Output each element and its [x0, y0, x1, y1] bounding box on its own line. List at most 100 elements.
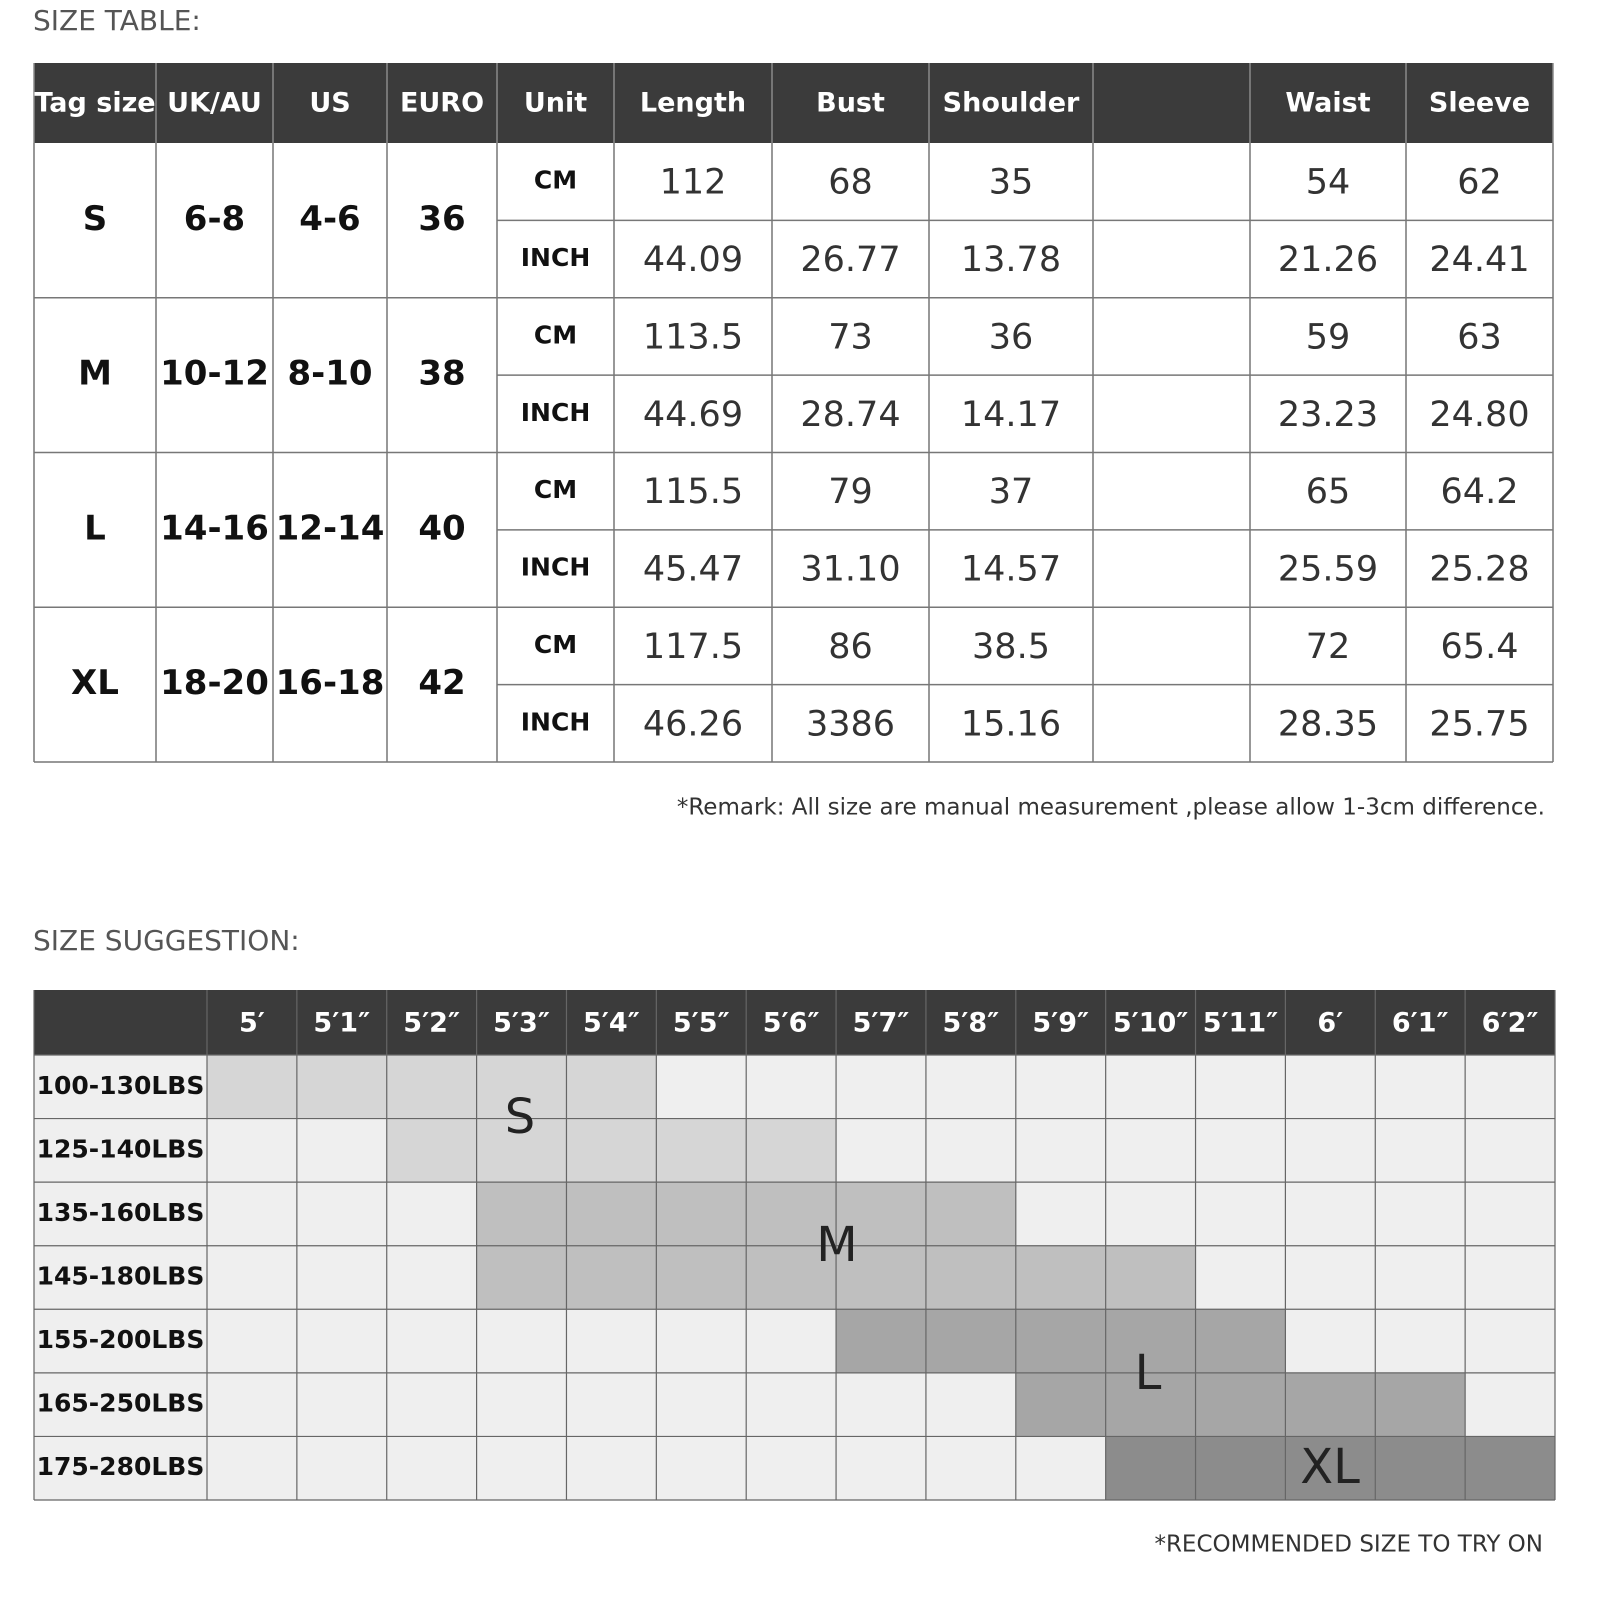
height-header: 5′8″: [942, 1008, 999, 1039]
measure-cell: 68: [828, 163, 873, 203]
size-zone: [1105, 1436, 1555, 1500]
header-cell: Tag size: [34, 88, 155, 119]
height-header: 5′7″: [853, 1008, 910, 1039]
measure-cell: 24.80: [1429, 395, 1529, 435]
measure-cell: 25.28: [1429, 550, 1529, 590]
measure-cell: 15.16: [961, 704, 1061, 744]
header-cell: EURO: [400, 88, 484, 119]
height-header: 5′5″: [673, 1008, 730, 1039]
euro-cell: 36: [418, 199, 465, 239]
weight-label: 165-250LBS: [37, 1389, 205, 1418]
table-header-bg: [34, 63, 1553, 143]
measure-cell: 46.26: [643, 704, 743, 744]
size-cell: L: [84, 508, 106, 548]
size-zone: [386, 1118, 837, 1183]
measure-cell: 3386: [806, 704, 895, 744]
euro-cell: 40: [418, 508, 465, 548]
measure-cell: 25.59: [1278, 550, 1378, 590]
weight-label: 155-200LBS: [37, 1325, 205, 1354]
uk-au-cell: 18-20: [160, 663, 269, 703]
us-cell: 12-14: [276, 508, 385, 548]
unit-cell: INCH: [521, 398, 591, 427]
remark: *Remark: All size are manual measurement…: [677, 795, 1545, 821]
size-cell: XL: [71, 663, 119, 703]
measure-cell: 86: [828, 627, 873, 667]
us-cell: 8-10: [287, 354, 372, 394]
measure-cell: 117.5: [643, 627, 743, 667]
height-header: 6′1″: [1392, 1008, 1449, 1039]
header-cell: UK/AU: [167, 88, 262, 119]
measure-cell: 37: [989, 472, 1034, 512]
measure-cell: 112: [660, 163, 727, 203]
us-cell: 4-6: [299, 199, 360, 239]
weight-label: 175-280LBS: [37, 1452, 205, 1481]
measure-cell: 14.57: [961, 550, 1061, 590]
euro-cell: 38: [418, 354, 465, 394]
unit-cell: INCH: [521, 243, 591, 272]
recommend-note: *RECOMMENDED SIZE TO TRY ON: [1154, 1532, 1543, 1558]
measure-cell: 62: [1457, 163, 1502, 203]
uk-au-cell: 10-12: [160, 354, 269, 394]
size-zone-label: XL: [1300, 1439, 1360, 1495]
size-cell: M: [78, 354, 112, 394]
measure-cell: 23.23: [1278, 395, 1378, 435]
measure-cell: 14.17: [961, 395, 1061, 435]
unit-cell: CM: [534, 475, 577, 504]
measure-cell: 24.41: [1429, 240, 1529, 280]
uk-au-cell: 6-8: [184, 199, 245, 239]
measure-cell: 36: [989, 317, 1034, 357]
measure-cell: 73: [828, 317, 873, 357]
weight-label: 135-160LBS: [37, 1198, 205, 1227]
size-zone: [1015, 1372, 1466, 1437]
height-header: 6′2″: [1482, 1008, 1539, 1039]
unit-cell: CM: [534, 166, 577, 195]
unit-cell: INCH: [521, 707, 591, 736]
measure-cell: 45.47: [643, 550, 743, 590]
size-zone: [207, 1055, 657, 1119]
weight-label: 125-140LBS: [37, 1134, 205, 1163]
header-cell: Sleeve: [1429, 88, 1530, 119]
unit-cell: CM: [534, 630, 577, 659]
height-header: 5′1″: [313, 1008, 370, 1039]
measure-cell: 79: [828, 472, 873, 512]
weight-label: 145-180LBS: [37, 1262, 205, 1291]
measure-cell: 35: [989, 163, 1034, 203]
euro-cell: 42: [418, 663, 465, 703]
header-cell: Bust: [816, 88, 885, 119]
measure-cell: 72: [1306, 627, 1351, 667]
height-header: 5′3″: [493, 1008, 550, 1039]
us-cell: 16-18: [276, 663, 385, 703]
height-header: 5′10″: [1113, 1008, 1189, 1039]
measure-cell: 59: [1306, 317, 1351, 357]
size-table-title: SIZE TABLE:: [33, 4, 201, 37]
header-cell: Unit: [524, 88, 587, 119]
header-cell: Length: [640, 88, 746, 119]
size-zone-label: S: [505, 1089, 535, 1145]
measure-cell: 21.26: [1278, 240, 1378, 280]
size-cell: S: [83, 199, 108, 239]
header-cell: US: [309, 88, 350, 119]
measure-cell: 38.5: [972, 627, 1050, 667]
height-header: 6′: [1317, 1008, 1343, 1039]
measure-cell: 113.5: [643, 317, 743, 357]
measure-cell: 28.74: [800, 395, 900, 435]
measure-cell: 25.75: [1429, 704, 1529, 744]
measure-cell: 44.09: [643, 240, 743, 280]
header-cell: Waist: [1285, 88, 1370, 119]
size-zone-label: L: [1135, 1345, 1162, 1401]
height-header: 5′9″: [1032, 1008, 1089, 1039]
height-header: 5′: [239, 1008, 265, 1039]
header-cell: Shoulder: [943, 88, 1080, 119]
measure-cell: 44.69: [643, 395, 743, 435]
measure-cell: 65: [1306, 472, 1351, 512]
height-header: 5′4″: [583, 1008, 640, 1039]
measure-cell: 26.77: [800, 240, 900, 280]
height-header: 5′2″: [403, 1008, 460, 1039]
unit-cell: CM: [534, 320, 577, 349]
measure-cell: 54: [1306, 163, 1351, 203]
size-suggestion-title: SIZE SUGGESTION:: [33, 924, 300, 957]
measure-cell: 28.35: [1278, 704, 1378, 744]
measure-cell: 64.2: [1441, 472, 1519, 512]
